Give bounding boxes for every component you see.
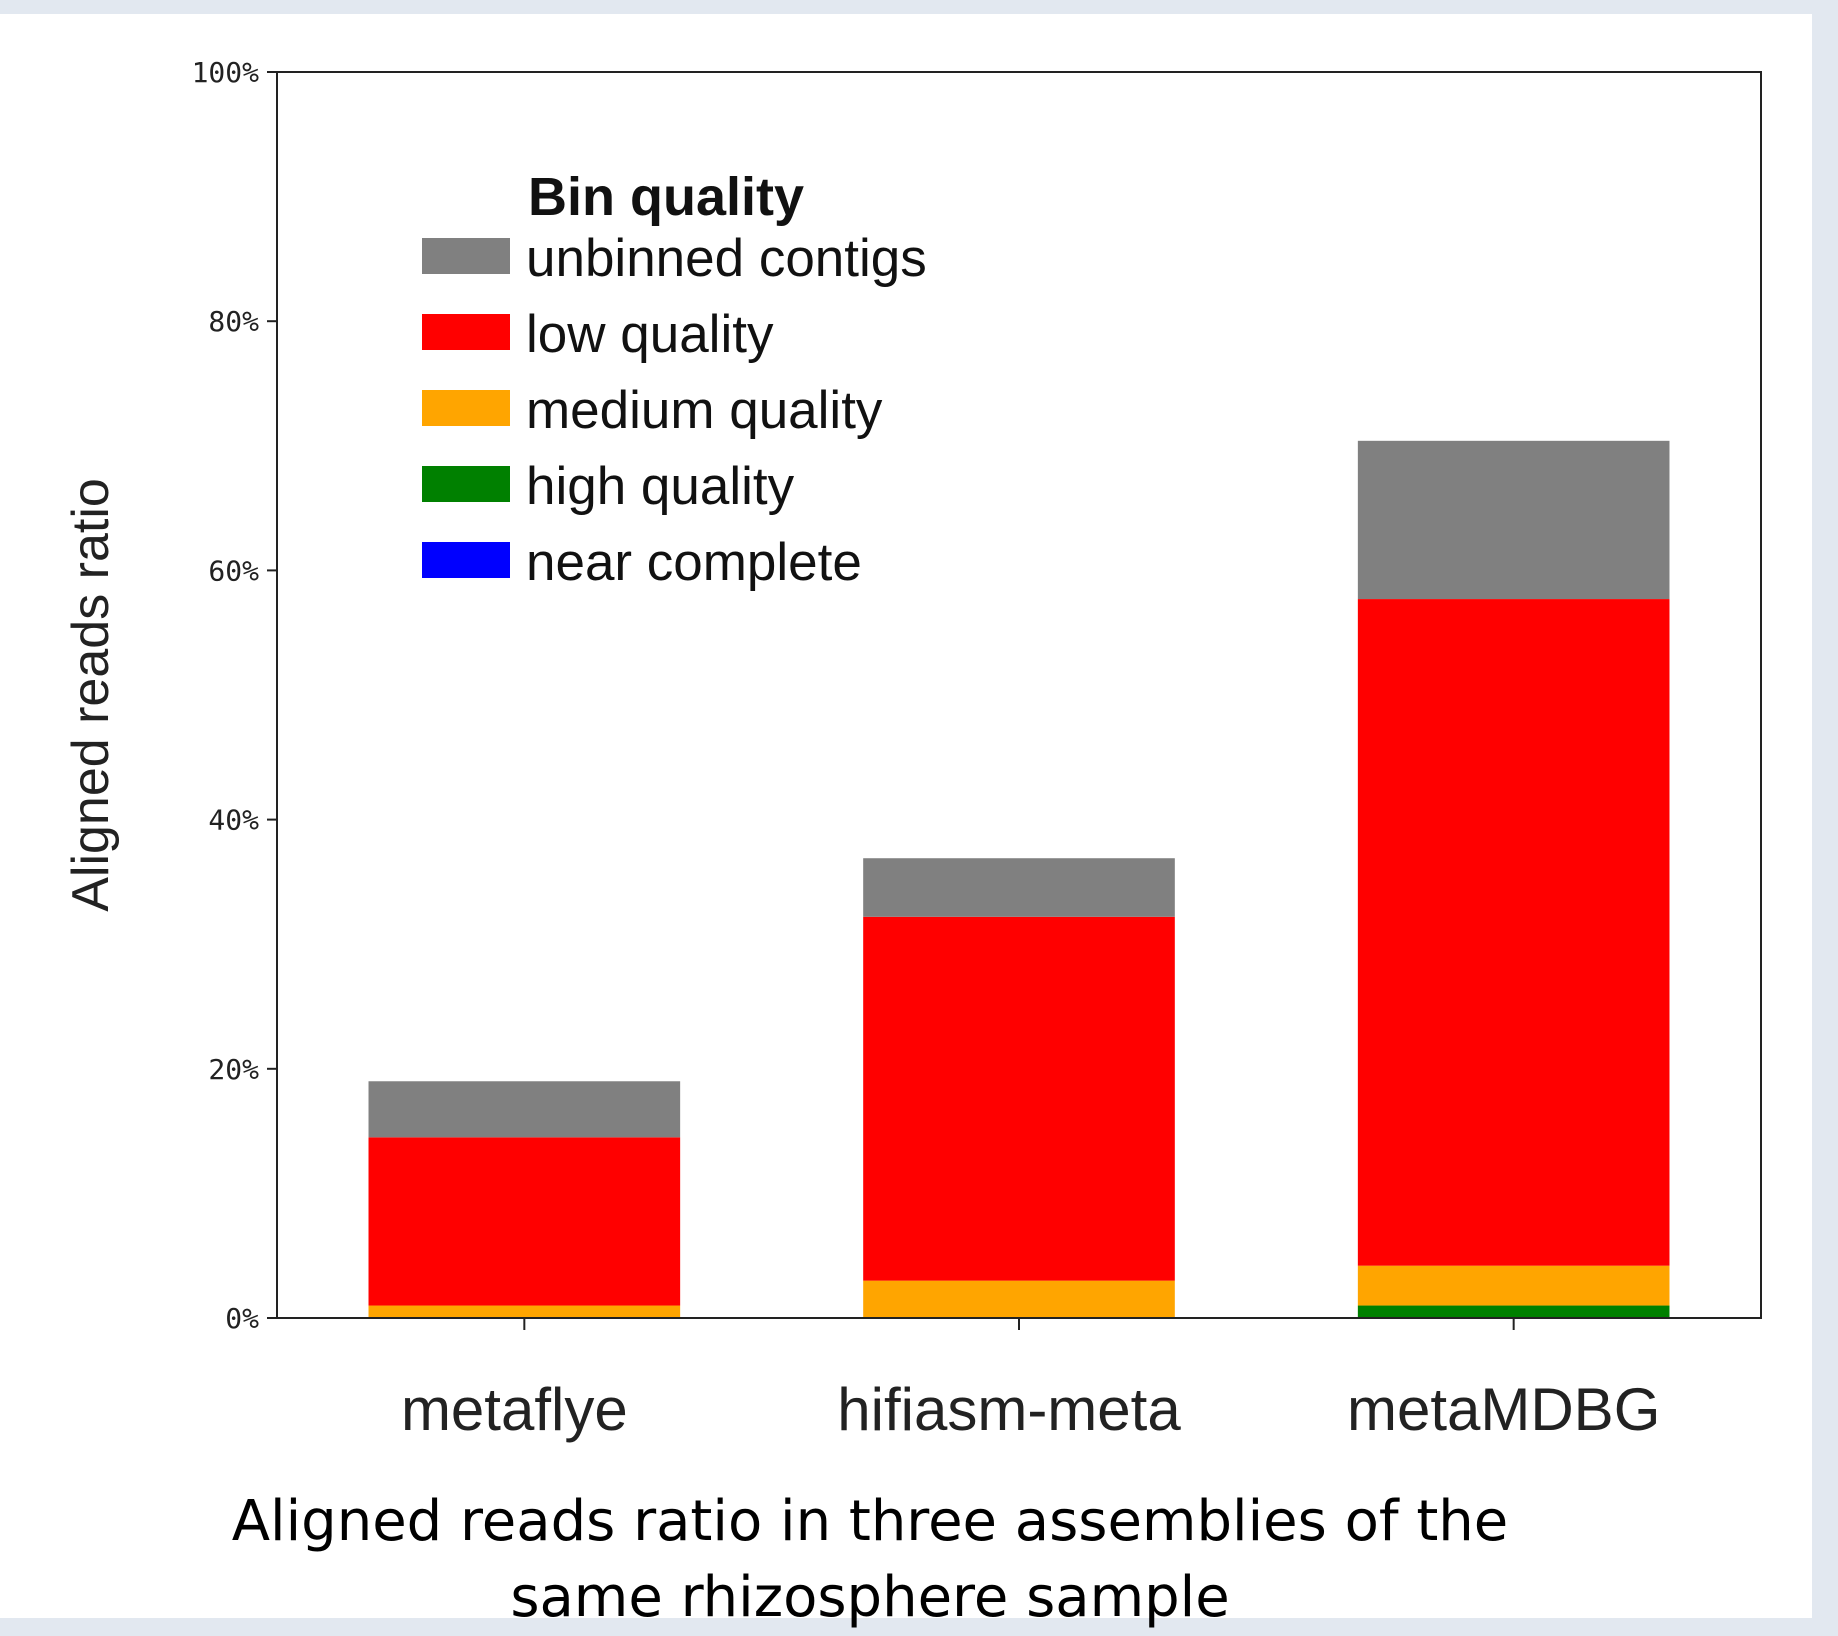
legend-swatch bbox=[422, 390, 510, 426]
x-axis: metaflye hifiasm-meta metaMDBG bbox=[401, 1318, 1660, 1443]
bar-segment-unbinned-contigs bbox=[863, 858, 1175, 917]
bar-segment-medium-quality bbox=[863, 1280, 1175, 1318]
bar-segment-unbinned-contigs bbox=[368, 1081, 681, 1138]
legend-label: medium quality bbox=[526, 381, 883, 440]
bar-segment-high-quality bbox=[1357, 1305, 1670, 1318]
legend-label: near complete bbox=[526, 533, 862, 592]
legend-label: high quality bbox=[526, 457, 795, 516]
x-tick-label: metaflye bbox=[401, 1376, 628, 1443]
legend-swatch bbox=[422, 466, 510, 502]
bar-segment-medium-quality bbox=[368, 1305, 681, 1318]
legend-swatch bbox=[422, 238, 510, 274]
y-tick-label: 0% bbox=[225, 1302, 259, 1335]
stacked-bar-chart: 0%20%40%60%80%100% metaflye hifiasm-meta m… bbox=[62, 56, 1762, 1443]
x-tick-label: metaMDBG bbox=[1347, 1376, 1660, 1443]
legend: Bin quality unbinned contigs low quality m… bbox=[400, 165, 1050, 625]
y-axis-title: Aligned reads ratio bbox=[62, 478, 120, 912]
y-tick-label: 60% bbox=[208, 554, 259, 587]
x-tick-label: hifiasm-meta bbox=[837, 1376, 1181, 1443]
legend-title: Bin quality bbox=[528, 167, 804, 227]
y-tick-label: 20% bbox=[208, 1053, 259, 1086]
bar-segment-low-quality bbox=[863, 916, 1175, 1281]
y-tick-label: 40% bbox=[208, 804, 259, 837]
bars-layer bbox=[368, 440, 1670, 1318]
legend-swatch bbox=[422, 542, 510, 578]
figure-caption: Aligned reads ratio in three assemblies … bbox=[180, 1484, 1560, 1636]
bar-segment-unbinned-contigs bbox=[1357, 440, 1670, 600]
y-tick-label: 100% bbox=[192, 56, 260, 89]
legend-label: low quality bbox=[526, 305, 774, 364]
bar-segment-low-quality bbox=[368, 1137, 681, 1306]
y-axis: 0% 20% 40% 60% 80% 100% bbox=[192, 56, 277, 1335]
figure-card: 0% 20% 40% 60% 80% 100% metaflye hifiasm-meta m… bbox=[0, 14, 1812, 1630]
caption-line-1: Aligned reads ratio in three assemblies … bbox=[231, 1489, 1509, 1554]
caption-line-2: same rhizosphere sample bbox=[510, 1565, 1230, 1630]
legend-swatch bbox=[422, 314, 510, 350]
legend-label: unbinned contigs bbox=[526, 229, 927, 288]
bar-segment-medium-quality bbox=[1357, 1265, 1670, 1306]
bar-segment-low-quality bbox=[1357, 599, 1670, 1266]
y-tick-label: 80% bbox=[208, 305, 259, 338]
